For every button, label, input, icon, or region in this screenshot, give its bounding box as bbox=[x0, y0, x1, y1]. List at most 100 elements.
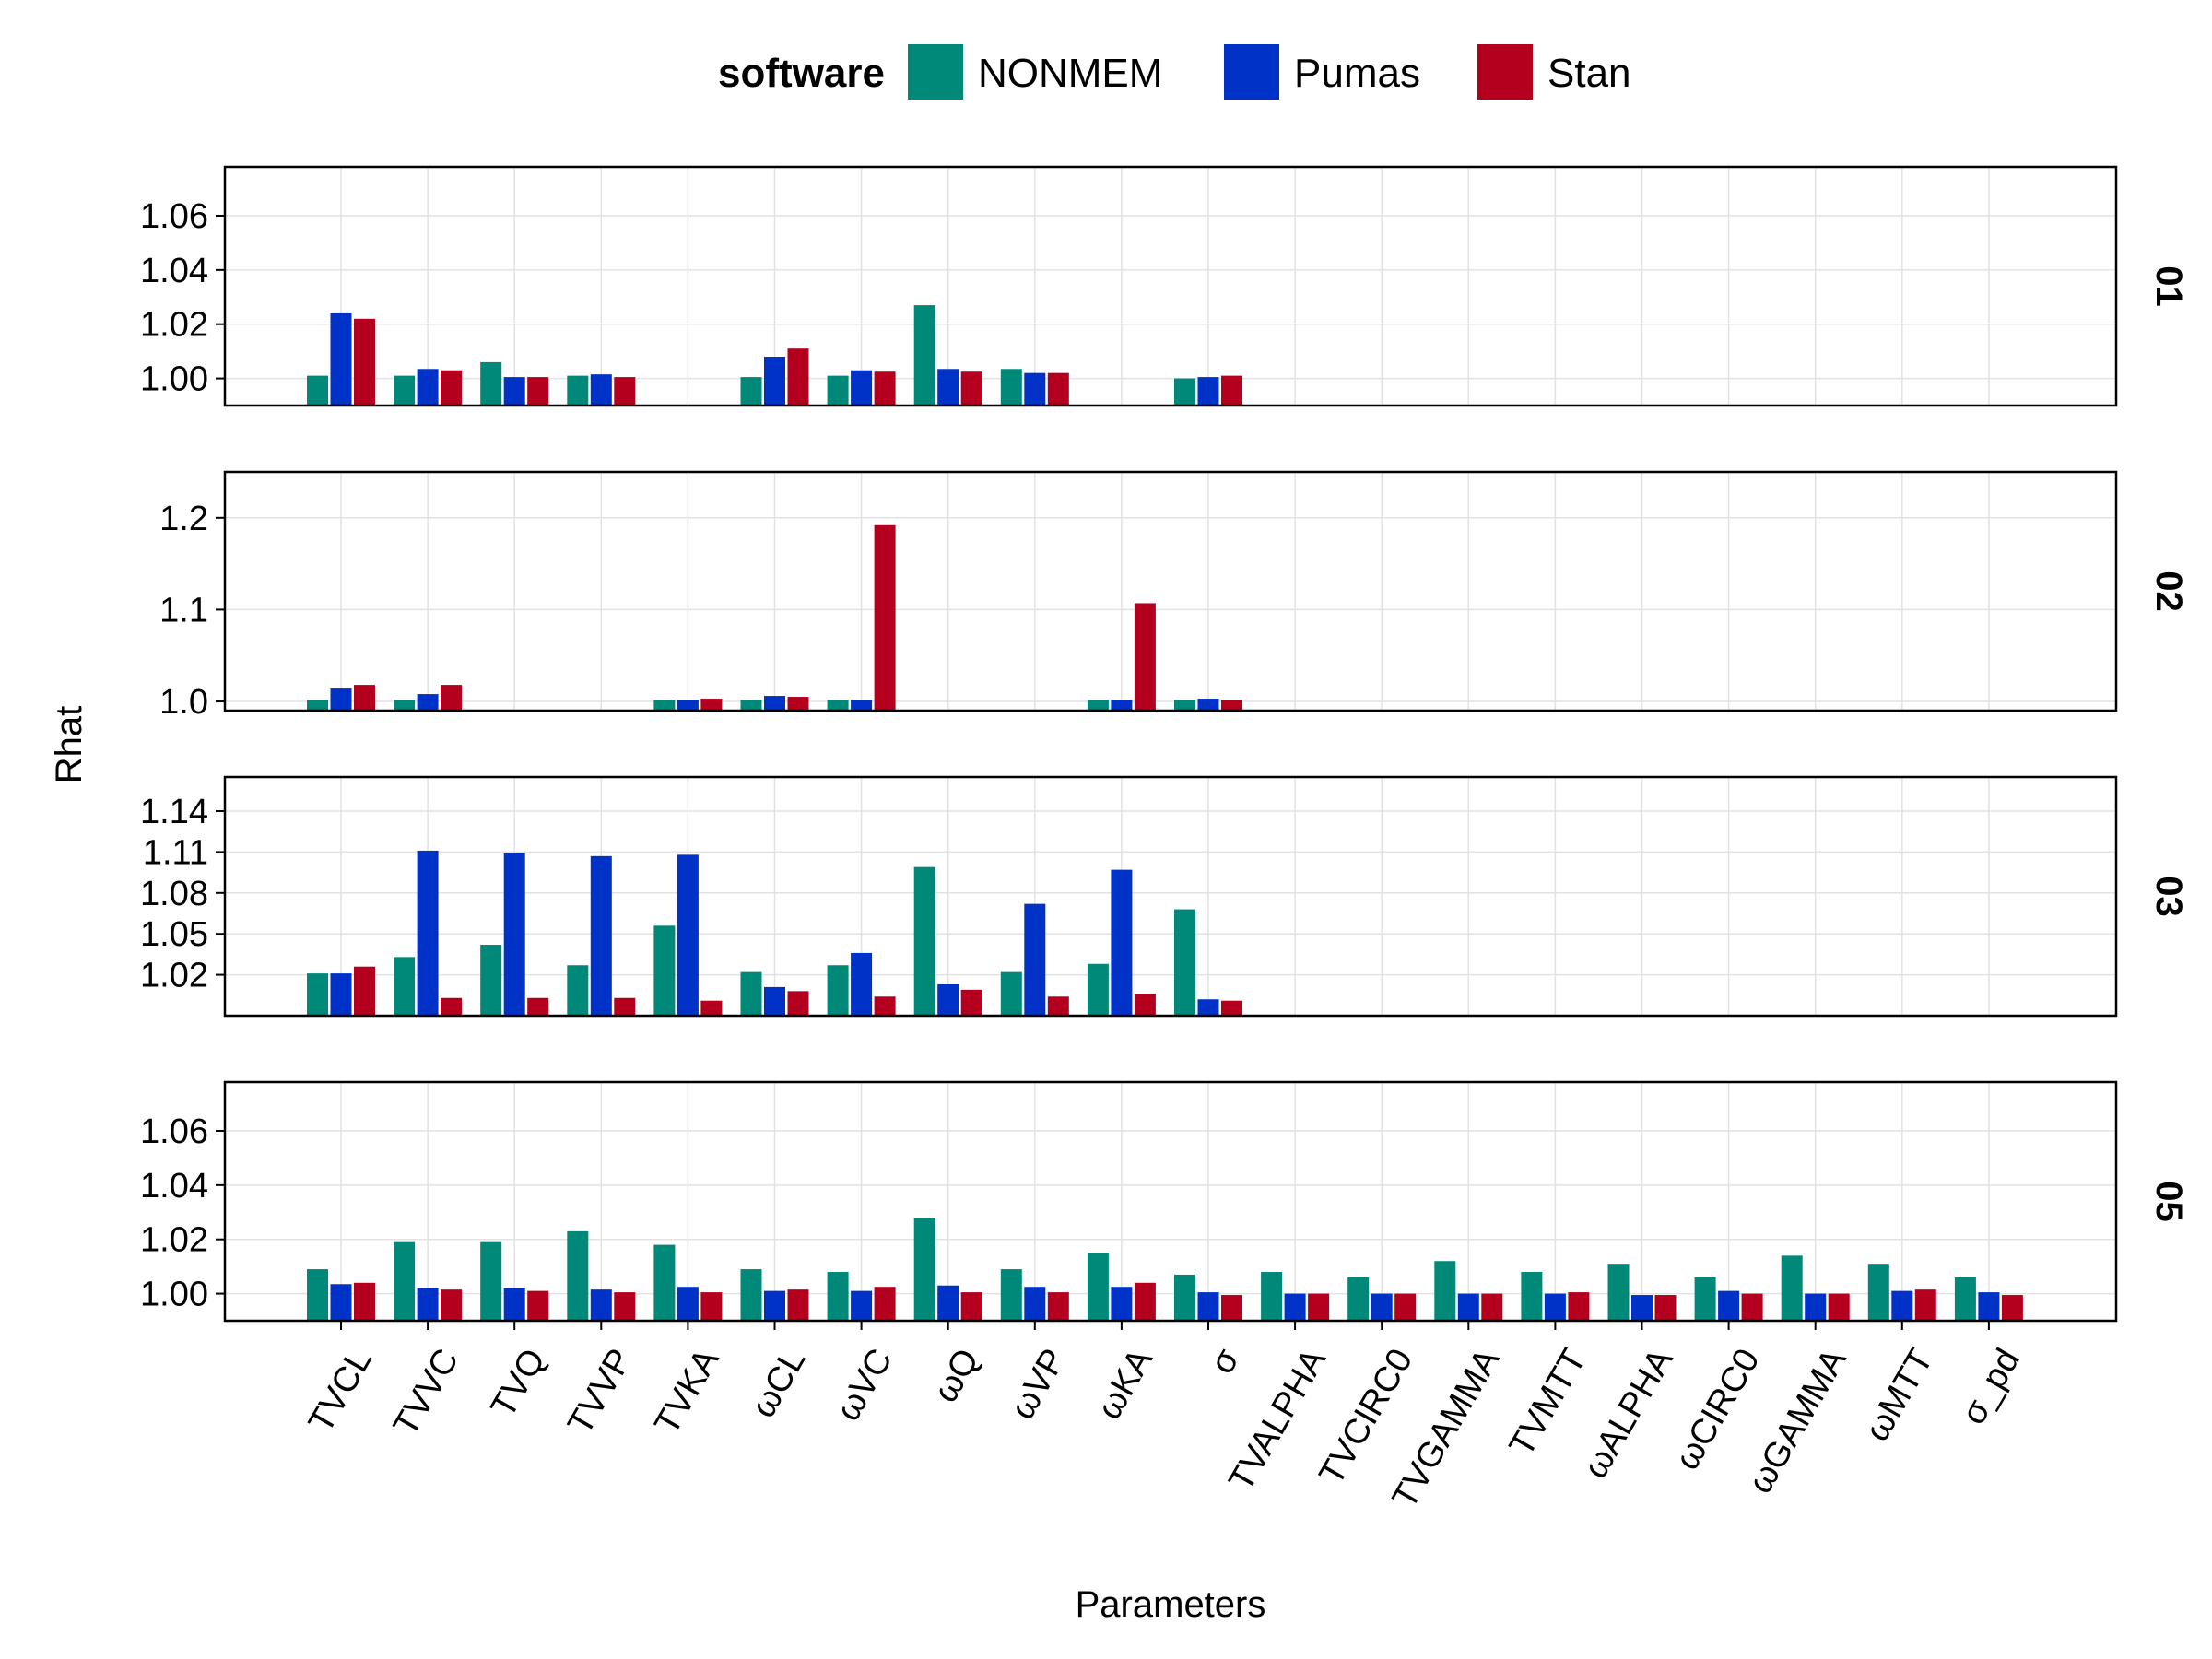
bar-stan-ωCL bbox=[787, 697, 809, 711]
bar-stan-ωKA bbox=[1134, 1282, 1156, 1321]
x-tick-label: ωKA bbox=[1089, 1342, 1160, 1426]
bar-nonmem-ωCL bbox=[740, 377, 762, 406]
bar-pumas-ωKA bbox=[1111, 869, 1133, 1016]
bar-nonmem-ωVP bbox=[1000, 1269, 1022, 1321]
y-tick-label: 1.06 bbox=[140, 1112, 208, 1151]
y-tick-label: 1.08 bbox=[140, 875, 208, 913]
bar-nonmem-TVCIRC0 bbox=[1347, 1277, 1370, 1321]
bar-pumas-ωCL bbox=[764, 1290, 785, 1321]
bar-stan-TVCIRC0 bbox=[1394, 1293, 1417, 1321]
bar-nonmem-σ bbox=[1174, 700, 1195, 711]
bar-nonmem-ωKA bbox=[1087, 700, 1109, 711]
bar-nonmem-ωMTT bbox=[1867, 1264, 1889, 1321]
bar-nonmem-ωALPHA bbox=[1607, 1264, 1630, 1321]
bar-stan-ωKA bbox=[1134, 994, 1156, 1016]
bar-stan-TVKA bbox=[700, 1292, 723, 1321]
bar-pumas-σ bbox=[1197, 377, 1219, 406]
bar-stan-ωKA bbox=[1134, 603, 1156, 711]
bar-nonmem-TVMTT bbox=[1521, 1272, 1543, 1321]
legend: software NONMEM Pumas Stan bbox=[718, 44, 1631, 100]
bar-stan-TVGAMMA bbox=[1481, 1293, 1503, 1321]
facet-label: 03 bbox=[2148, 876, 2189, 917]
bar-pumas-TVGAMMA bbox=[1457, 1293, 1479, 1321]
x-tick-label: σ bbox=[1203, 1343, 1247, 1381]
bar-nonmem-TVQ bbox=[480, 1241, 502, 1321]
bar-pumas-σ bbox=[1197, 999, 1219, 1016]
bar-nonmem-ωVP bbox=[1000, 369, 1022, 406]
bar-stan-TVVC bbox=[441, 370, 463, 406]
legend-label: Pumas bbox=[1294, 51, 1420, 96]
bar-nonmem-TVQ bbox=[480, 945, 502, 1016]
bar-stan-TVCL bbox=[354, 1282, 375, 1321]
bar-pumas-σ_pd bbox=[1978, 1292, 2000, 1321]
bar-stan-ωQ bbox=[960, 989, 982, 1016]
legend-swatch bbox=[1477, 44, 1533, 100]
bar-pumas-ωMTT bbox=[1891, 1290, 1913, 1321]
bar-stan-ωMTT bbox=[1914, 1289, 1936, 1321]
legend-entry-nonmem: NONMEM bbox=[908, 44, 1162, 100]
bar-stan-TVCL bbox=[354, 966, 375, 1016]
bar-stan-TVVP bbox=[614, 377, 636, 406]
bar-stan-ωVP bbox=[1047, 1292, 1069, 1321]
bar-nonmem-TVCL bbox=[307, 973, 328, 1016]
facet-label: 05 bbox=[2148, 1181, 2189, 1222]
bar-nonmem-ωVC bbox=[827, 375, 849, 406]
bar-pumas-ωCL bbox=[764, 696, 785, 711]
bar-stan-TVQ bbox=[527, 1290, 549, 1321]
bar-nonmem-ωVP bbox=[1000, 971, 1022, 1016]
bar-nonmem-TVVC bbox=[394, 1241, 416, 1321]
x-tick-label: ωVC bbox=[829, 1343, 900, 1428]
x-tick-label: ωCL bbox=[744, 1343, 813, 1425]
bar-nonmem-TVCL bbox=[307, 1269, 328, 1321]
bar-nonmem-ωCL bbox=[740, 700, 762, 711]
bar-stan-TVCL bbox=[354, 685, 375, 711]
bar-pumas-TVQ bbox=[503, 853, 525, 1016]
bar-nonmem-TVVP bbox=[567, 375, 589, 406]
bar-pumas-TVVC bbox=[417, 369, 439, 406]
bar-nonmem-ωCL bbox=[740, 971, 762, 1016]
bar-nonmem-TVKA bbox=[653, 1244, 676, 1321]
bar-pumas-TVVP bbox=[590, 374, 612, 406]
bar-nonmem-TVVC bbox=[394, 957, 416, 1016]
bar-stan-ωVC bbox=[874, 524, 896, 711]
bar-pumas-TVCL bbox=[330, 1284, 352, 1321]
bar-nonmem-ωCIRC0 bbox=[1694, 1277, 1716, 1321]
bar-pumas-TVQ bbox=[503, 377, 525, 406]
bar-stan-ωVP bbox=[1047, 372, 1069, 406]
legend-label: Stan bbox=[1547, 51, 1631, 96]
x-tick-label: TVVC bbox=[386, 1343, 466, 1443]
x-tick-label: TVQ bbox=[484, 1343, 553, 1425]
bar-pumas-ωKA bbox=[1111, 1287, 1133, 1321]
bar-pumas-TVVC bbox=[417, 1288, 439, 1321]
bar-stan-ωGAMMA bbox=[1828, 1293, 1850, 1321]
bar-pumas-ωQ bbox=[937, 369, 959, 406]
bar-nonmem-ωQ bbox=[913, 866, 935, 1016]
bar-stan-σ bbox=[1221, 1295, 1242, 1321]
panel-frame bbox=[223, 1080, 2118, 1323]
bar-nonmem-ωVC bbox=[827, 700, 849, 711]
bar-pumas-ωVP bbox=[1024, 1287, 1046, 1321]
x-tick-label: ωCIRC0 bbox=[1667, 1343, 1767, 1477]
panel-05: 1.00 1.02 1.04 1.06 05 bbox=[140, 1080, 2189, 1323]
bar-nonmem-σ_pd bbox=[1954, 1277, 1976, 1321]
y-tick-label: 1.05 bbox=[140, 915, 208, 954]
y-tick-label: 1.00 bbox=[140, 360, 208, 399]
bar-nonmem-ωQ bbox=[913, 1218, 935, 1321]
bar-pumas-ωVP bbox=[1024, 903, 1046, 1016]
bar-nonmem-ωKA bbox=[1087, 963, 1109, 1016]
bar-stan-σ_pd bbox=[2001, 1295, 2023, 1321]
panel-01: 1.00 1.02 1.04 1.06 01 bbox=[140, 165, 2189, 407]
panel-frame bbox=[223, 775, 2118, 1018]
x-tick-label: σ_pd bbox=[1954, 1343, 2028, 1431]
bar-pumas-TVQ bbox=[503, 1288, 525, 1321]
facet-label: 02 bbox=[2148, 571, 2189, 612]
bar-stan-ωVC bbox=[874, 996, 896, 1016]
bar-stan-σ bbox=[1221, 700, 1242, 711]
y-tick-label: 1.02 bbox=[140, 306, 208, 345]
bar-pumas-TVKA bbox=[677, 700, 699, 711]
bar-nonmem-TVCL bbox=[307, 700, 328, 711]
bar-stan-TVMTT bbox=[1568, 1292, 1590, 1321]
legend-label: NONMEM bbox=[978, 51, 1162, 96]
bar-pumas-ωCL bbox=[764, 986, 785, 1016]
legend-entry-pumas: Pumas bbox=[1224, 44, 1420, 100]
